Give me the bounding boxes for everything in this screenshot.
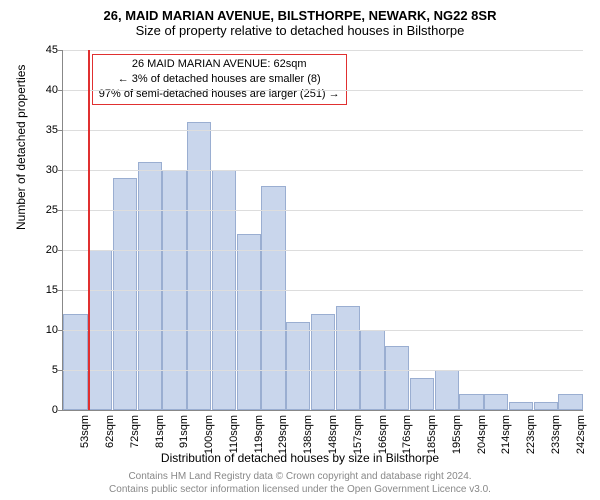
annotation-line3: 97% of semi-detached houses are larger (… (99, 87, 340, 102)
footer-line2: Contains public sector information licen… (0, 484, 600, 497)
chart-title-main: 26, MAID MARIAN AVENUE, BILSTHORPE, NEWA… (0, 0, 600, 23)
gridline (63, 90, 583, 91)
bar (63, 314, 87, 410)
y-tick-mark (58, 330, 63, 331)
gridline (63, 170, 583, 171)
y-tick-mark (58, 130, 63, 131)
bar (237, 234, 261, 410)
bar (385, 346, 409, 410)
bar (410, 378, 434, 410)
y-tick-label: 25 (33, 204, 58, 216)
bar (484, 394, 508, 410)
gridline (63, 130, 583, 131)
footer: Contains HM Land Registry data © Crown c… (0, 471, 600, 496)
gridline (63, 370, 583, 371)
chart-title-sub: Size of property relative to detached ho… (0, 23, 600, 38)
y-tick-mark (58, 290, 63, 291)
y-tick-label: 20 (33, 244, 58, 256)
bar (435, 370, 459, 410)
bar (311, 314, 335, 410)
bar (286, 322, 310, 410)
y-tick-label: 35 (33, 124, 58, 136)
gridline (63, 290, 583, 291)
y-tick-mark (58, 370, 63, 371)
bar (558, 394, 582, 410)
y-tick-label: 0 (33, 404, 58, 416)
y-tick-mark (58, 250, 63, 251)
y-tick-mark (58, 210, 63, 211)
gridline (63, 50, 583, 51)
footer-line1: Contains HM Land Registry data © Crown c… (0, 471, 600, 484)
annotation-line2: ← 3% of detached houses are smaller (8) (99, 72, 340, 87)
y-tick-label: 10 (33, 324, 58, 336)
gridline (63, 330, 583, 331)
annotation-line1: 26 MAID MARIAN AVENUE: 62sqm (99, 57, 340, 72)
gridline (63, 210, 583, 211)
y-tick-label: 30 (33, 164, 58, 176)
y-tick-mark (58, 90, 63, 91)
bar (534, 402, 558, 410)
y-tick-label: 15 (33, 284, 58, 296)
x-axis-label: Distribution of detached houses by size … (0, 451, 600, 465)
y-tick-label: 45 (33, 44, 58, 56)
y-tick-mark (58, 170, 63, 171)
bar (113, 178, 137, 410)
bar (138, 162, 162, 410)
y-tick-mark (58, 50, 63, 51)
y-tick-label: 40 (33, 84, 58, 96)
bar (459, 394, 483, 410)
y-axis-label: Number of detached properties (14, 65, 28, 230)
bar (187, 122, 211, 410)
gridline (63, 250, 583, 251)
y-tick-mark (58, 410, 63, 411)
chart-container: 26, MAID MARIAN AVENUE, BILSTHORPE, NEWA… (0, 0, 600, 500)
bar (336, 306, 360, 410)
bar (509, 402, 533, 410)
property-marker-line (88, 50, 90, 410)
annotation-box: 26 MAID MARIAN AVENUE: 62sqm ← 3% of det… (92, 54, 347, 105)
bar (261, 186, 285, 410)
plot-area: 26 MAID MARIAN AVENUE: 62sqm ← 3% of det… (62, 50, 583, 411)
y-tick-label: 5 (33, 364, 58, 376)
